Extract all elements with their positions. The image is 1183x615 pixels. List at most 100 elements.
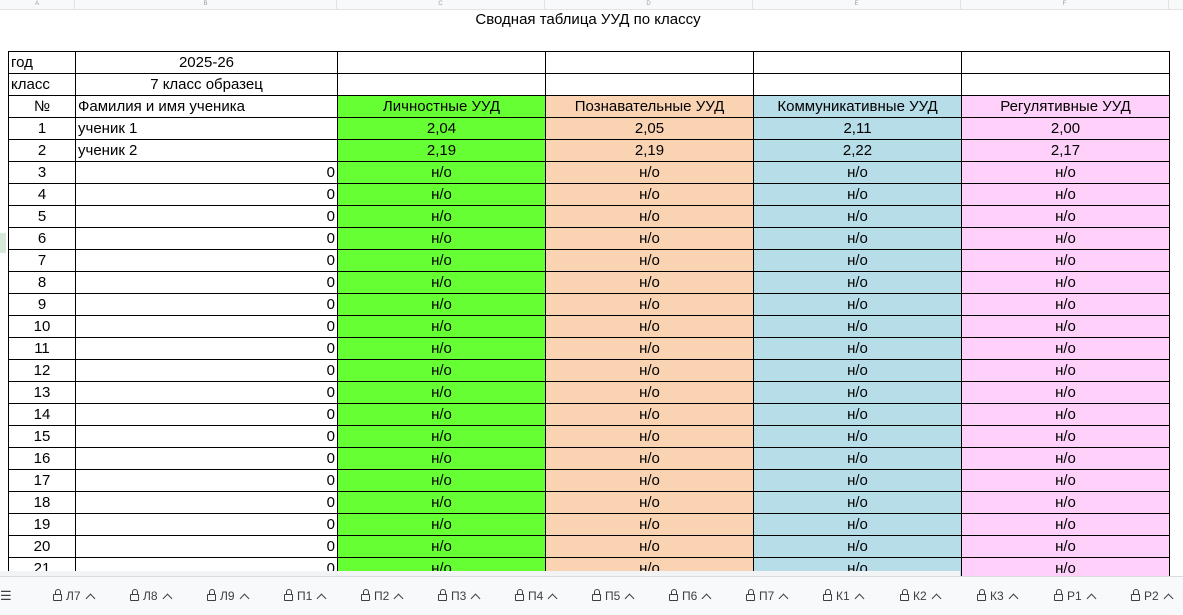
cognitive-score-cell[interactable]: н/о	[545, 337, 754, 360]
row-number-cell[interactable]: 5	[8, 205, 76, 228]
cognitive-score-cell[interactable]: н/о	[545, 447, 754, 470]
empty-cell[interactable]	[545, 51, 754, 74]
student-name-cell[interactable]: 0	[75, 293, 338, 316]
communicative-score-cell[interactable]: н/о	[753, 359, 962, 382]
header-name[interactable]: Фамилия и имя ученика	[75, 95, 338, 118]
horizontal-scrollbar[interactable]	[0, 571, 960, 576]
empty-cell[interactable]	[961, 51, 1170, 74]
row-number-cell[interactable]: 19	[8, 513, 76, 536]
personal-score-cell[interactable]: 2,19	[337, 139, 546, 162]
communicative-score-cell[interactable]: н/о	[753, 315, 962, 338]
cognitive-score-cell[interactable]: н/о	[545, 161, 754, 184]
personal-score-cell[interactable]: н/о	[337, 513, 546, 536]
chevron-up-icon[interactable]	[547, 593, 558, 604]
student-name-cell[interactable]: 0	[75, 183, 338, 206]
chevron-up-icon[interactable]	[701, 593, 712, 604]
communicative-score-cell[interactable]: н/о	[753, 183, 962, 206]
regulatory-score-cell[interactable]: н/о	[961, 381, 1170, 404]
column-header-c[interactable]: C	[337, 0, 545, 9]
student-name-cell[interactable]: 0	[75, 227, 338, 250]
row-number-cell[interactable]: 14	[8, 403, 76, 426]
regulatory-score-cell[interactable]: н/о	[961, 271, 1170, 294]
cognitive-score-cell[interactable]: н/о	[545, 227, 754, 250]
student-name-cell[interactable]: 0	[75, 491, 338, 514]
communicative-score-cell[interactable]: н/о	[753, 161, 962, 184]
communicative-score-cell[interactable]: н/о	[753, 425, 962, 448]
personal-score-cell[interactable]: н/о	[337, 403, 546, 426]
cognitive-score-cell[interactable]: н/о	[545, 183, 754, 206]
cognitive-score-cell[interactable]: 2,05	[545, 117, 754, 140]
header-regulatory[interactable]: Регулятивные УУД	[961, 95, 1170, 118]
personal-score-cell[interactable]: н/о	[337, 447, 546, 470]
regulatory-score-cell[interactable]: н/о	[961, 183, 1170, 206]
header-communicative[interactable]: Коммуникативные УУД	[753, 95, 962, 118]
row-number-cell[interactable]: 13	[8, 381, 76, 404]
chevron-up-icon[interactable]	[316, 593, 327, 604]
cognitive-score-cell[interactable]: н/о	[545, 205, 754, 228]
column-header-a[interactable]: A	[0, 0, 75, 9]
regulatory-score-cell[interactable]: н/о	[961, 205, 1170, 228]
cognitive-score-cell[interactable]: н/о	[545, 381, 754, 404]
regulatory-score-cell[interactable]: н/о	[961, 249, 1170, 272]
personal-score-cell[interactable]: н/о	[337, 337, 546, 360]
sheet-tab-11[interactable]: К1	[823, 577, 865, 615]
empty-cell[interactable]	[337, 51, 546, 74]
sheet-tab-8[interactable]: П5	[592, 577, 635, 615]
student-name-cell[interactable]: 0	[75, 447, 338, 470]
regulatory-score-cell[interactable]: н/о	[961, 403, 1170, 426]
sheet-tab-13[interactable]: К3	[977, 577, 1019, 615]
row-number-cell[interactable]: 9	[8, 293, 76, 316]
communicative-score-cell[interactable]: н/о	[753, 447, 962, 470]
student-name-cell[interactable]: 0	[75, 513, 338, 536]
chevron-up-icon[interactable]	[1086, 593, 1097, 604]
student-name-cell[interactable]: 0	[75, 161, 338, 184]
student-name-cell[interactable]: ученик 2	[75, 139, 338, 162]
sheet-tab-7[interactable]: П4	[515, 577, 558, 615]
row-number-cell[interactable]: 20	[8, 535, 76, 558]
communicative-score-cell[interactable]: н/о	[753, 249, 962, 272]
communicative-score-cell[interactable]: н/о	[753, 293, 962, 316]
chevron-up-icon[interactable]	[624, 593, 635, 604]
regulatory-score-cell[interactable]: н/о	[961, 513, 1170, 536]
sheet-tab-5[interactable]: П2	[361, 577, 404, 615]
regulatory-score-cell[interactable]: н/о	[961, 315, 1170, 338]
student-name-cell[interactable]: 0	[75, 315, 338, 338]
chevron-up-icon[interactable]	[778, 593, 789, 604]
empty-cell[interactable]	[961, 73, 1170, 96]
communicative-score-cell[interactable]: н/о	[753, 205, 962, 228]
personal-score-cell[interactable]: н/о	[337, 205, 546, 228]
regulatory-score-cell[interactable]: н/о	[961, 469, 1170, 492]
personal-score-cell[interactable]: н/о	[337, 381, 546, 404]
communicative-score-cell[interactable]: н/о	[753, 491, 962, 514]
communicative-score-cell[interactable]: н/о	[753, 513, 962, 536]
student-name-cell[interactable]: 0	[75, 381, 338, 404]
year-label[interactable]: год	[8, 51, 76, 74]
sheet-tab-6[interactable]: П3	[438, 577, 481, 615]
row-number-cell[interactable]: 18	[8, 491, 76, 514]
row-number-cell[interactable]: 10	[8, 315, 76, 338]
menu-icon[interactable]: ☰	[0, 588, 12, 603]
personal-score-cell[interactable]: н/о	[337, 183, 546, 206]
student-name-cell[interactable]: 0	[75, 535, 338, 558]
chevron-up-icon[interactable]	[239, 593, 250, 604]
row-number-cell[interactable]: 12	[8, 359, 76, 382]
communicative-score-cell[interactable]: н/о	[753, 227, 962, 250]
regulatory-score-cell[interactable]: н/о	[961, 359, 1170, 382]
personal-score-cell[interactable]: н/о	[337, 491, 546, 514]
row-number-cell[interactable]: 6	[8, 227, 76, 250]
cognitive-score-cell[interactable]: н/о	[545, 293, 754, 316]
regulatory-score-cell[interactable]: н/о	[961, 337, 1170, 360]
cognitive-score-cell[interactable]: н/о	[545, 315, 754, 338]
sheet-tab-3[interactable]: Л9	[207, 577, 250, 615]
regulatory-score-cell[interactable]: н/о	[961, 293, 1170, 316]
cognitive-score-cell[interactable]: н/о	[545, 249, 754, 272]
communicative-score-cell[interactable]: н/о	[753, 381, 962, 404]
student-name-cell[interactable]: 0	[75, 337, 338, 360]
header-num[interactable]: №	[8, 95, 76, 118]
row-number-cell[interactable]: 2	[8, 139, 76, 162]
personal-score-cell[interactable]: н/о	[337, 359, 546, 382]
communicative-score-cell[interactable]: н/о	[753, 271, 962, 294]
row-number-cell[interactable]: 3	[8, 161, 76, 184]
cognitive-score-cell[interactable]: н/о	[545, 513, 754, 536]
row-number-cell[interactable]: 16	[8, 447, 76, 470]
